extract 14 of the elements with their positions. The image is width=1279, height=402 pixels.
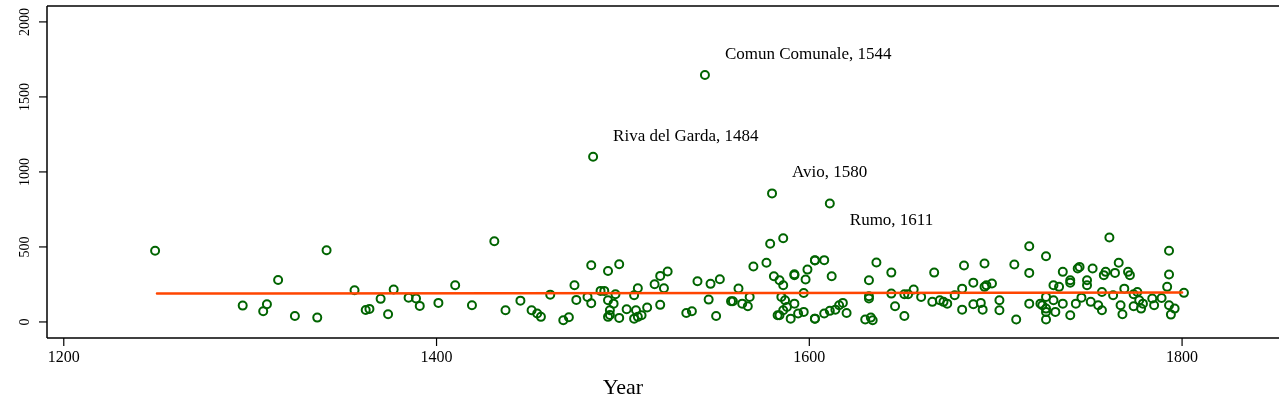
annotation: Rumo, 1611 (849, 210, 934, 230)
y-tick-label: 0 (17, 318, 32, 326)
y-tick-label: 1500 (17, 82, 32, 111)
y-tick-label: 500 (17, 236, 32, 258)
x-axis-title: Year (602, 374, 644, 399)
x-tick-label: 1400 (420, 348, 453, 365)
x-tick-label: 1200 (47, 348, 80, 365)
annotation: Riva del Garda, 1484 (613, 125, 760, 145)
x-tick-label: 1800 (1166, 348, 1199, 365)
y-tick-label: 2000 (17, 7, 32, 36)
y-tick-label: 1000 (17, 157, 32, 186)
annotation: Comun Comunale, 1544 (724, 44, 893, 64)
x-tick-label: 1600 (793, 348, 826, 365)
annotation: Avio, 1580 (792, 162, 868, 182)
